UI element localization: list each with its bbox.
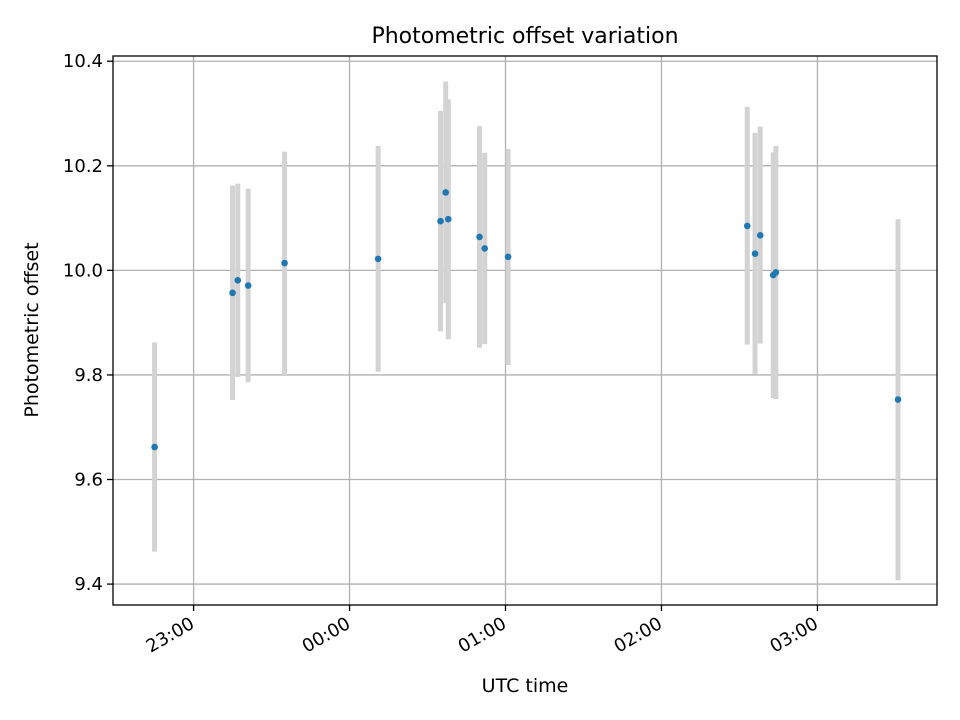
data-point	[894, 396, 902, 403]
y-tick-label: 10.0	[63, 260, 103, 281]
data-point	[151, 443, 158, 451]
data-point	[229, 289, 236, 297]
data-point	[374, 255, 382, 263]
y-tick-label: 9.6	[74, 470, 103, 491]
y-axis-ticks: 9.4 9.6 9.8 10.0 10.2 10.4	[63, 51, 113, 595]
data-point	[442, 189, 450, 196]
y-tick-label: 10.4	[63, 51, 103, 72]
x-axis-label: UTC time	[482, 675, 569, 697]
data-point	[481, 245, 489, 252]
y-tick-label: 9.8	[74, 365, 103, 386]
data-point	[234, 277, 242, 284]
data-point	[504, 253, 512, 261]
data-point	[244, 282, 252, 289]
data-point	[476, 233, 483, 241]
data-point	[437, 217, 444, 225]
plot-frame	[112, 55, 938, 606]
data-point	[281, 259, 288, 267]
data-markers	[151, 189, 902, 451]
y-axis-label: Photometric offset	[21, 242, 43, 417]
data-point	[772, 269, 780, 276]
y-tick-label: 9.4	[74, 574, 103, 595]
data-point	[751, 250, 759, 257]
chart-title: Photometric offset variation	[371, 24, 678, 49]
data-point	[743, 222, 751, 230]
y-tick-label: 10.2	[63, 156, 103, 177]
data-point	[445, 215, 452, 223]
data-point	[756, 232, 764, 239]
